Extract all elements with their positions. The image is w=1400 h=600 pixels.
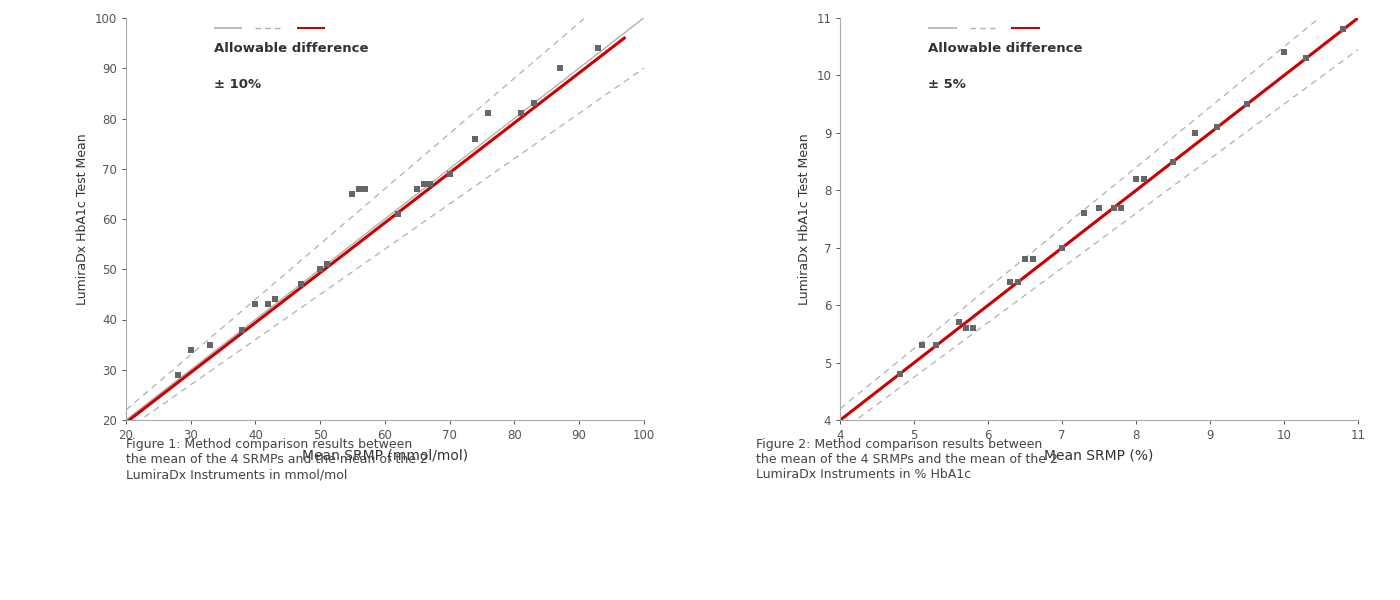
Text: ± 10%: ± 10% xyxy=(214,78,262,91)
Point xyxy=(179,345,202,355)
Point xyxy=(1103,203,1126,212)
Point xyxy=(465,134,487,143)
Point xyxy=(1331,25,1354,34)
Point xyxy=(354,184,377,194)
Y-axis label: LumiraDx HbA1c Test Mean: LumiraDx HbA1c Test Mean xyxy=(76,133,90,305)
Point xyxy=(1207,122,1229,132)
Point xyxy=(347,184,370,194)
Text: Figure 1: Method comparison results between
the mean of the 4 SRMPs and the mean: Figure 1: Method comparison results betw… xyxy=(126,438,428,481)
Point xyxy=(962,323,984,333)
Text: Allowable difference: Allowable difference xyxy=(214,42,368,55)
Point xyxy=(1014,254,1036,264)
Point xyxy=(1133,174,1155,184)
Point xyxy=(477,109,500,118)
Point xyxy=(419,179,441,188)
Point xyxy=(1051,243,1074,253)
Point xyxy=(910,341,932,350)
Point xyxy=(263,295,286,304)
Point xyxy=(1162,157,1184,166)
Point xyxy=(438,169,461,179)
Point xyxy=(925,341,948,350)
Text: Figure 2: Method comparison results between
the mean of the 4 SRMPs and the mean: Figure 2: Method comparison results betw… xyxy=(756,438,1058,481)
Y-axis label: LumiraDx HbA1c Test Mean: LumiraDx HbA1c Test Mean xyxy=(798,133,811,305)
Point xyxy=(587,43,609,53)
Point xyxy=(1088,203,1110,212)
Point xyxy=(522,98,545,108)
Point xyxy=(199,340,221,349)
Point xyxy=(1110,203,1133,212)
Point xyxy=(315,259,337,269)
Point xyxy=(1022,254,1044,264)
X-axis label: Mean SRMP (mmol/mol): Mean SRMP (mmol/mol) xyxy=(302,449,468,463)
Point xyxy=(386,209,409,219)
Point xyxy=(1273,47,1295,57)
Point xyxy=(549,64,571,73)
Point xyxy=(1000,277,1022,287)
Point xyxy=(258,299,280,309)
Point xyxy=(290,280,312,289)
X-axis label: Mean SRMP (%): Mean SRMP (%) xyxy=(1044,449,1154,463)
Point xyxy=(231,325,253,334)
Point xyxy=(244,299,266,309)
Point xyxy=(1295,53,1317,63)
Point xyxy=(948,317,970,327)
Text: Allowable difference: Allowable difference xyxy=(928,42,1082,55)
Point xyxy=(510,109,532,118)
Point xyxy=(167,370,189,380)
Text: ± 5%: ± 5% xyxy=(928,79,966,91)
Point xyxy=(1236,100,1259,109)
Point xyxy=(342,189,364,199)
Point xyxy=(955,323,977,333)
Point xyxy=(309,265,332,274)
Point xyxy=(1184,128,1207,137)
Point xyxy=(1007,277,1029,287)
Point xyxy=(1126,174,1148,184)
Point xyxy=(413,179,435,188)
Point xyxy=(889,369,911,379)
Point xyxy=(1074,208,1096,218)
Point xyxy=(406,184,428,194)
